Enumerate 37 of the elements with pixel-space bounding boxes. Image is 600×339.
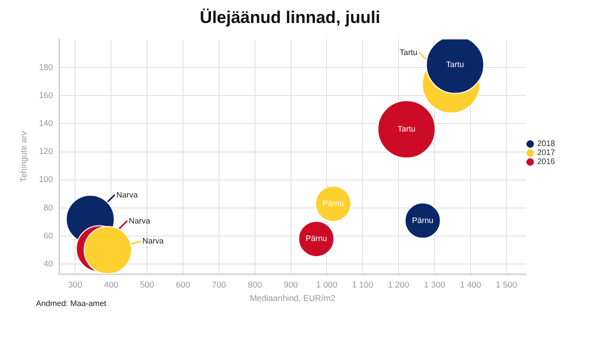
x-tick-label: 1 300: [424, 279, 446, 290]
y-tick-label: 60: [44, 230, 54, 240]
y-tick-label: 180: [38, 62, 54, 72]
text: Andmed: Maa-amet: [36, 299, 108, 308]
x-axis-title: Mediaanhind, EUR/m2: [250, 293, 336, 304]
y-tick-label: 100: [38, 174, 54, 184]
legend-label: 2016: [537, 157, 556, 166]
x-tick-label: 400: [104, 279, 118, 290]
annotation: Tartu: [446, 60, 464, 69]
x-tick-label: 1 100: [352, 279, 374, 290]
y-tick-label: 80: [44, 202, 54, 212]
x-tick-label: 300: [68, 279, 83, 290]
chart-title: Ülejäänud linnad, juuli: [200, 8, 380, 27]
x-tick-label: 800: [248, 279, 262, 290]
legend-label: 2017: [537, 148, 556, 158]
annotation: Narva: [142, 236, 164, 246]
x-tick-label: 1 500: [496, 279, 518, 290]
annotation: Pärnu: [306, 234, 327, 244]
annotation: Tartu: [398, 124, 416, 134]
y-tick-label: 120: [38, 146, 54, 156]
x-tick-label: 1 400: [460, 279, 482, 290]
x-tick-label: 600: [176, 279, 190, 290]
x-tick-label: 1 000: [316, 279, 338, 290]
annotation: Pärnu: [322, 198, 344, 208]
y-axis-title: Tehingute arv: [18, 130, 28, 182]
x-tick-label: 1 200: [388, 279, 410, 290]
x-tick-label: 900: [284, 279, 298, 290]
annotation: Narva: [128, 216, 151, 226]
x-tick-label: 500: [140, 279, 154, 290]
x-tick-label: 700: [212, 279, 226, 290]
y-tick-label: 40: [44, 258, 54, 269]
y-tick-label: 140: [38, 118, 54, 128]
annotation: Narva: [116, 190, 138, 200]
annotation: Pärnu: [412, 216, 434, 225]
legend-label: 2018: [537, 139, 556, 148]
annotation: Tartu: [400, 48, 418, 57]
y-tick-label: 160: [38, 90, 54, 100]
